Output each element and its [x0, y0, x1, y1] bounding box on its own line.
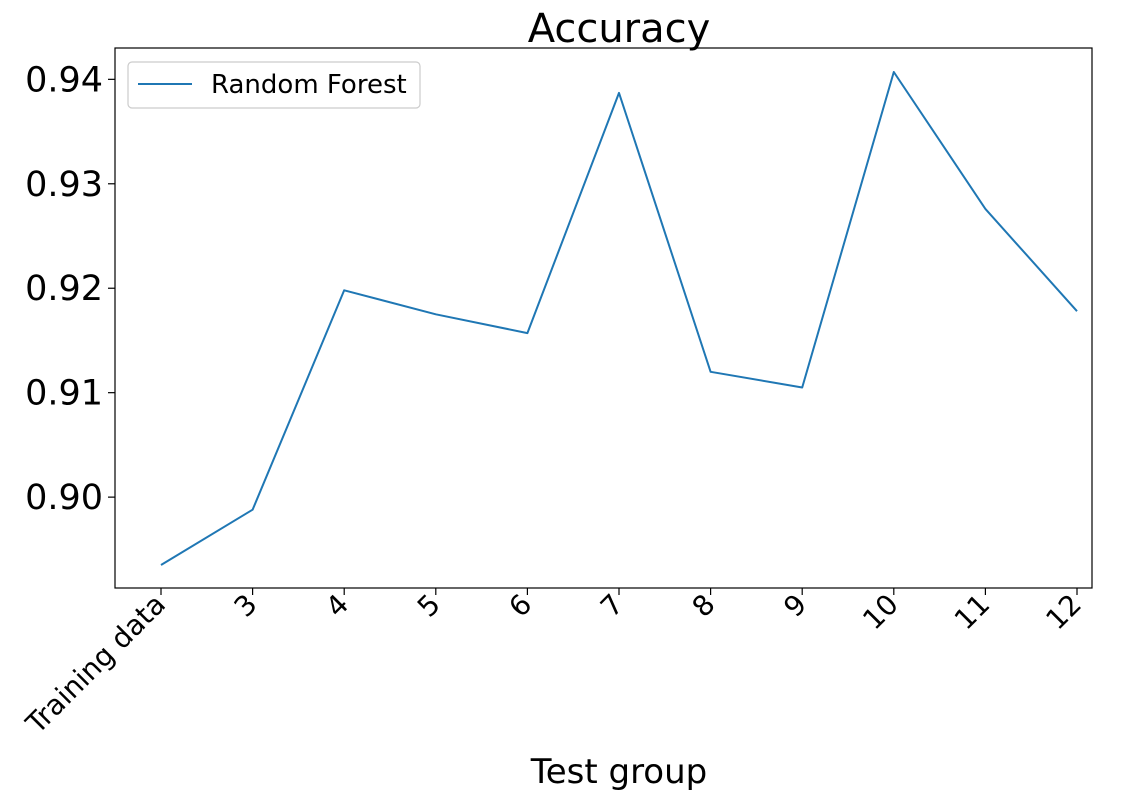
x-tick-label: 3 — [228, 588, 264, 624]
y-tick-label: 0.90 — [25, 478, 103, 518]
x-tick-label: 12 — [1039, 588, 1088, 637]
y-tick-label: 0.93 — [25, 165, 103, 205]
x-tick-label: 8 — [686, 588, 722, 624]
x-tick-label: 6 — [502, 588, 538, 624]
x-tick-label: 9 — [777, 588, 813, 624]
legend-label-random-forest: Random Forest — [211, 70, 407, 100]
legend: Random Forest — [127, 61, 421, 109]
chart-title: Accuracy — [528, 6, 711, 52]
x-tick-label: 5 — [411, 588, 447, 624]
y-tick-label: 0.94 — [25, 60, 103, 100]
x-axis-label: Test group — [530, 752, 708, 792]
plot-area-frame — [114, 47, 1093, 589]
x-tick-label: Training data — [19, 588, 172, 741]
y-tick-label: 0.92 — [25, 269, 103, 309]
series-layer — [160, 71, 1078, 566]
legend-box — [127, 61, 421, 109]
x-tick-label: 10 — [856, 588, 905, 637]
x-tick-label: 11 — [948, 588, 997, 637]
y-tick-label: 0.91 — [25, 374, 103, 414]
y-axis: 0.90 0.91 0.92 0.93 0.94 — [25, 60, 115, 518]
x-axis: Training data 3 4 5 6 7 8 9 10 11 12 — [19, 588, 1088, 741]
x-tick-label: 7 — [594, 588, 630, 624]
series-line-random-forest — [160, 71, 1078, 566]
x-tick-label: 4 — [319, 588, 355, 624]
